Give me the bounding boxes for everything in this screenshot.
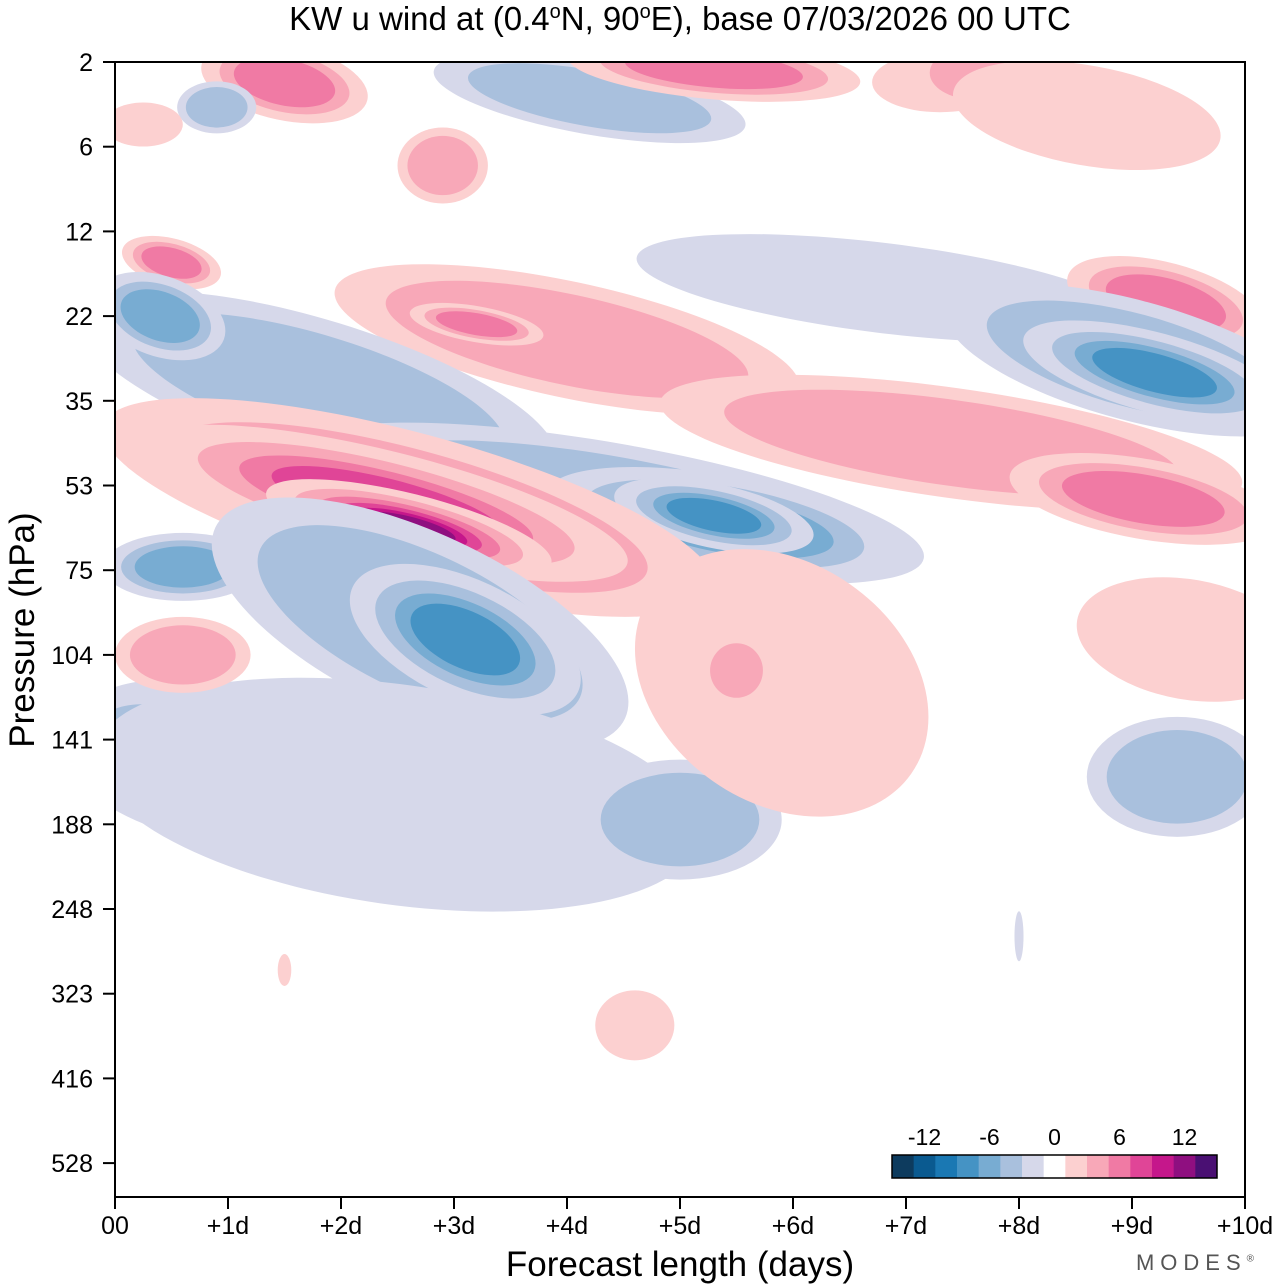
y-tick-label: 248 — [51, 896, 93, 924]
negative-contour — [115, 677, 701, 912]
y-tick-label: 12 — [65, 218, 93, 246]
colorbar-swatch — [1130, 1155, 1153, 1178]
positive-contour — [710, 643, 763, 698]
positive-contour — [1061, 471, 1225, 527]
y-tick-label: 53 — [65, 473, 93, 501]
y-tick-label: 35 — [65, 388, 93, 416]
colorbar-swatch — [913, 1155, 936, 1178]
y-tick-label: 528 — [51, 1150, 93, 1178]
positive-contour — [595, 990, 675, 1061]
positive-contour — [624, 62, 803, 90]
negative-contour — [1092, 347, 1217, 398]
colorbar-swatch — [1022, 1155, 1045, 1178]
negative-contour — [134, 546, 231, 588]
y-tick-label: 22 — [65, 303, 93, 331]
y-tick-label: 323 — [51, 981, 93, 1009]
colorbar-swatch — [1195, 1155, 1218, 1178]
y-tick-label: 416 — [51, 1065, 93, 1093]
positive-contour — [115, 102, 183, 147]
y-axis: 2 6 12 22 35 53 75 104 141 188 248 323 416 528 — [51, 49, 115, 1178]
chart-title: KW u wind at (0.4oN, 90oE), base 07/03/2… — [289, 0, 1071, 37]
negative-contour — [467, 63, 712, 134]
x-tick-label: +2d — [320, 1212, 362, 1240]
contour-field — [115, 62, 1245, 1061]
negative-contour — [600, 772, 760, 867]
positive-contour — [952, 62, 1221, 171]
negative-contour — [120, 289, 200, 343]
title-degree-1: o — [550, 1, 561, 23]
negative-contour — [185, 87, 248, 128]
title-part-3: E), base 07/03/2026 00 UTC — [651, 0, 1071, 37]
colorbar-swatch — [1108, 1155, 1131, 1178]
colorbar: -12 -6 0 6 12 — [891, 1124, 1218, 1179]
colorbar-swatch — [1000, 1155, 1023, 1178]
y-tick-label: 75 — [65, 557, 93, 585]
colorbar-swatch — [1173, 1155, 1196, 1178]
x-tick-label: +5d — [659, 1212, 701, 1240]
colorbar-frame — [891, 1154, 1218, 1179]
negative-contour — [666, 497, 762, 534]
positive-contour — [407, 135, 478, 196]
positive-contour — [141, 246, 202, 279]
x-tick-label: +7d — [885, 1212, 927, 1240]
colorbar-swatch — [1065, 1155, 1088, 1178]
modes-logo: MODES® — [1136, 1250, 1254, 1276]
colorbar-swatch — [1087, 1155, 1110, 1178]
negative-contour — [1014, 911, 1024, 962]
positive-contour — [233, 62, 336, 108]
negative-contour — [410, 603, 521, 676]
colorbar-swatch — [1152, 1155, 1175, 1178]
colorbar-swatch — [1043, 1155, 1066, 1178]
x-tick-label: +10d — [1217, 1212, 1273, 1240]
colorbar-tick-label: 6 — [1113, 1124, 1126, 1150]
positive-contour — [435, 311, 518, 338]
title-degree-2: o — [640, 1, 651, 23]
y-tick-label: 2 — [79, 49, 93, 77]
colorbar-tick-label: 12 — [1172, 1124, 1198, 1150]
y-tick-label: 104 — [51, 642, 93, 670]
x-tick-label: +1d — [207, 1212, 249, 1240]
positive-contour — [277, 954, 292, 987]
x-axis: 00 +1d +2d +3d +4d +5d +6d +7d +8d +9d +10d — [101, 1197, 1273, 1240]
x-tick-label: +3d — [433, 1212, 475, 1240]
brand-mark: ® — [1246, 1253, 1254, 1265]
colorbar-swatch — [957, 1155, 980, 1178]
x-tick-label: +8d — [998, 1212, 1040, 1240]
y-axis-label: Pressure (hPa) — [3, 512, 42, 747]
negative-contour — [1106, 730, 1245, 824]
y-tick-label: 6 — [79, 134, 93, 162]
x-tick-label: +6d — [772, 1212, 814, 1240]
y-tick-label: 141 — [51, 727, 93, 755]
positive-contour — [129, 625, 236, 685]
x-tick-label: +4d — [546, 1212, 588, 1240]
colorbar-swatch — [935, 1155, 958, 1178]
colorbar-tick-label: 0 — [1048, 1124, 1061, 1150]
title-part-2: N, 90 — [561, 0, 640, 37]
colorbar-tick-label: -6 — [979, 1124, 999, 1150]
colorbar-swatch — [892, 1155, 915, 1178]
x-axis-label: Forecast length (days) — [506, 1245, 854, 1284]
y-tick-label: 188 — [51, 811, 93, 839]
colorbar-swatch — [978, 1155, 1001, 1178]
x-tick-label: 00 — [101, 1212, 129, 1240]
title-part-1: KW u wind at (0.4 — [289, 0, 549, 37]
colorbar-tick-label: -12 — [908, 1124, 941, 1150]
brand-label: MODES — [1135, 1250, 1247, 1275]
x-tick-label: +9d — [1111, 1212, 1153, 1240]
positive-contour — [634, 549, 929, 817]
